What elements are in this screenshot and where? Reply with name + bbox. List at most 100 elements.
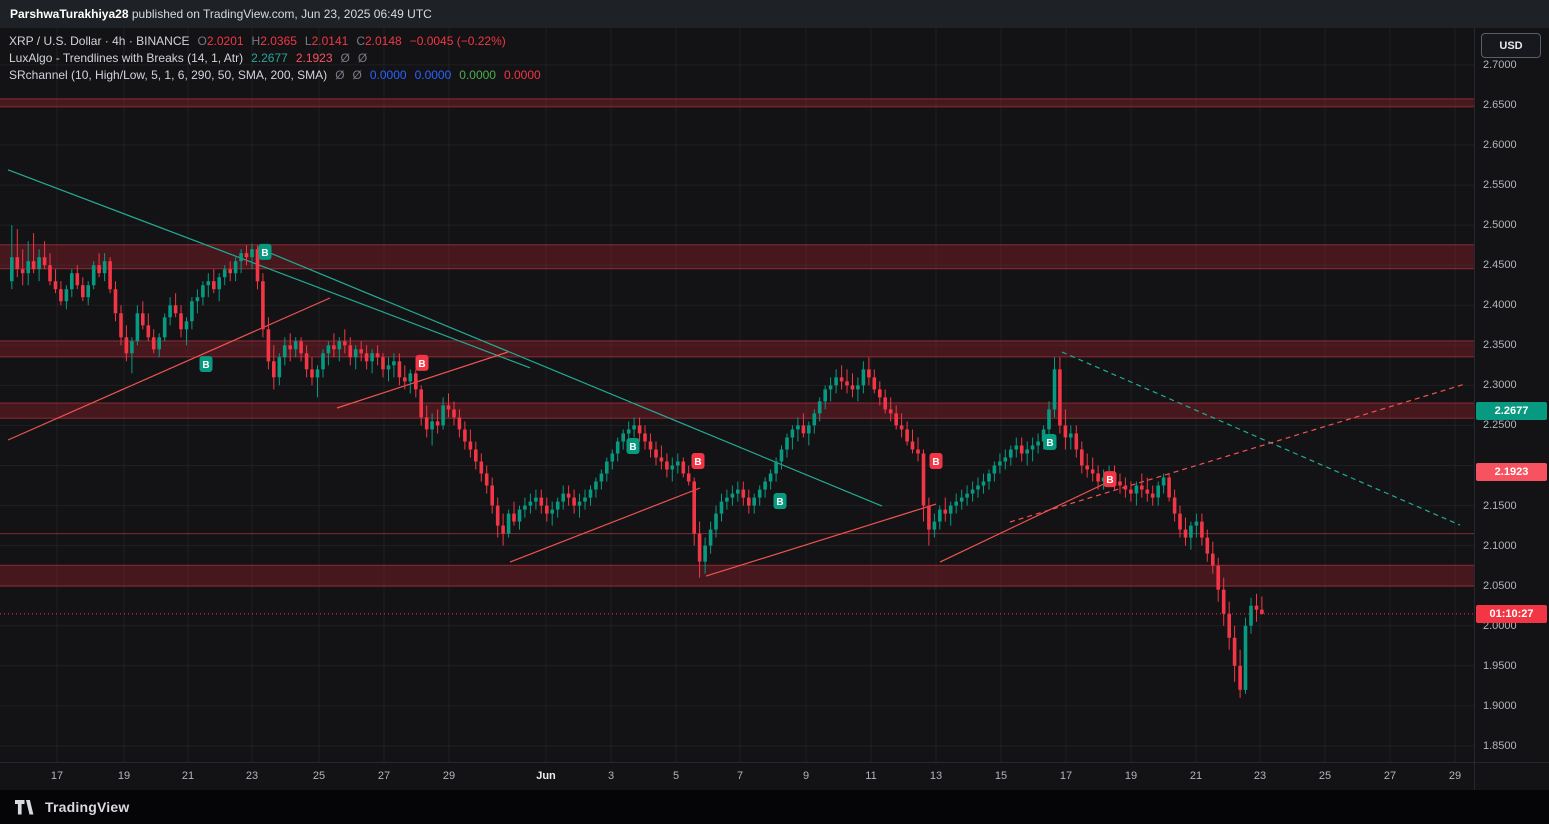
svg-text:B: B (932, 457, 939, 468)
time-axis-label: 19 (1124, 770, 1138, 782)
time-axis-label: 19 (117, 770, 131, 782)
price-axis-label: 2.4000 (1483, 299, 1517, 311)
time-axis-label: 21 (181, 770, 195, 782)
break-markers-layer: B B B B B B B B B (199, 243, 1117, 509)
price-axis-label: 2.5500 (1483, 179, 1517, 191)
time-axis-label: 25 (312, 770, 326, 782)
time-axis-label: 27 (1383, 770, 1397, 782)
legend-token: O (197, 34, 207, 48)
time-axis-label: 29 (442, 770, 456, 782)
break-marker-down (929, 453, 943, 469)
indicator-lower-price-badge: 2.1923 (1476, 463, 1547, 481)
legend-row-1: XRP / U.S. Dollar · 4h · BINANCE O2.0201 H… (9, 33, 541, 50)
legend-token: 0.0000 (503, 68, 541, 82)
legend-token: SRchannel (10, High/Low, 5, 1, 6, 290, 5… (9, 68, 328, 82)
footer-bar: TradingView (0, 790, 1549, 824)
time-axis-label: 23 (245, 770, 259, 782)
legend-token: Ø (340, 51, 350, 65)
time-axis-label: 17 (1059, 770, 1073, 782)
time-axis-label: 11 (865, 770, 877, 782)
legend-token: 0.0000 (459, 68, 496, 82)
svg-text:B: B (1046, 438, 1053, 449)
break-marker-up (199, 356, 213, 372)
tradingview-logo-icon[interactable] (15, 799, 37, 815)
price-axis[interactable]: USD 2.7000 2.6500 2.6000 2.5500 2.5000 2.4500… (1474, 28, 1549, 762)
price-axis-label: 2.6000 (1483, 139, 1517, 151)
price-axis-label: 2.1000 (1483, 540, 1517, 552)
price-axis-label: 1.8500 (1483, 740, 1517, 752)
svg-text:B: B (776, 497, 783, 508)
price-axis-label: 2.2500 (1483, 419, 1517, 431)
time-axis-label: 5 (672, 770, 680, 782)
bar-countdown-badge: 01:10:27 (1476, 605, 1547, 623)
legend-token: Ø (352, 68, 362, 82)
svg-text:B: B (418, 359, 425, 370)
time-axis[interactable]: 17 19 21 23 25 27 29 Jun 3 5 7 9 11 13 15 17 19 21 23 25 27 2… (0, 762, 1474, 790)
price-axis-label: 1.9500 (1483, 660, 1517, 672)
time-axis-label: 23 (1253, 770, 1267, 782)
publish-info: published on TradingView.com, Jun 23, 20… (128, 7, 432, 21)
legend-token: L (304, 34, 312, 48)
price-axis-label: 2.5000 (1483, 219, 1517, 231)
legend-token: C (356, 34, 365, 48)
time-axis-label: 25 (1318, 770, 1332, 782)
legend-row-2: LuxAlgo - Trendlines with Breaks (14, 1,… (9, 50, 541, 67)
legend-token: XRP / U.S. Dollar · 4h · BINANCE (9, 34, 190, 48)
price-axis-label: 1.9000 (1483, 700, 1517, 712)
grid-layer (0, 28, 1474, 762)
tradingview-logo-text[interactable]: TradingView (45, 799, 130, 815)
legend-token: 2.0148 (364, 34, 402, 48)
chart-legend: XRP / U.S. Dollar · 4h · BINANCE O2.0201 H… (9, 33, 541, 84)
sr-zones-layer (0, 98, 1474, 587)
price-axis-label: 2.7000 (1483, 59, 1517, 71)
svg-text:B: B (629, 442, 636, 453)
time-axis-label: Jun (536, 770, 556, 782)
break-marker-up (1043, 434, 1057, 450)
axis-corner (1474, 762, 1549, 790)
price-axis-label: 2.0500 (1483, 580, 1517, 592)
legend-token: Ø (335, 68, 345, 82)
legend-token: 2.0365 (260, 34, 297, 48)
time-axis-label: 7 (736, 770, 744, 782)
price-axis-label: 2.3500 (1483, 339, 1517, 351)
legend-token: 0.0000 (369, 68, 407, 82)
svg-text:B: B (1106, 475, 1113, 486)
indicator-upper-price-badge: 2.2677 (1476, 402, 1547, 420)
svg-text:B: B (202, 360, 209, 371)
legend-token: H (251, 34, 261, 48)
time-axis-label: 17 (50, 770, 64, 782)
price-axis-label: 2.0000 (1483, 620, 1517, 632)
time-axis-label: 15 (994, 770, 1008, 782)
currency-toggle-button[interactable]: USD (1481, 33, 1541, 58)
legend-token: LuxAlgo - Trendlines with Breaks (14, 1,… (9, 51, 244, 65)
svg-text:B: B (261, 248, 268, 259)
price-axis-label: 2.4500 (1483, 259, 1517, 271)
time-axis-label: 9 (802, 770, 810, 782)
price-axis-label: 2.1500 (1483, 500, 1517, 512)
time-axis-label: 21 (1189, 770, 1203, 782)
publish-bar: ParshwaTurakhiya28 published on TradingV… (0, 0, 1549, 28)
legend-token: 2.1923 (295, 51, 333, 65)
price-axis-label: 2.3000 (1483, 379, 1517, 391)
break-marker-up (258, 243, 272, 260)
time-axis-label: 13 (929, 770, 943, 782)
legend-token: 0.0000 (414, 68, 452, 82)
legend-row-3: SRchannel (10, High/Low, 5, 1, 6, 290, 5… (9, 67, 541, 84)
break-marker-down (415, 354, 429, 371)
price-chart-canvas[interactable]: B B B B B B B B B (0, 28, 1474, 762)
break-marker-up (773, 493, 787, 509)
candles-layer[interactable] (10, 225, 1264, 698)
legend-token: 2.0141 (311, 34, 349, 48)
plot-area[interactable]: B B B B B B B B B XRP / U.S. Dollar · 4h · BINAN… (0, 28, 1474, 762)
price-axis-label: 2.6500 (1483, 99, 1517, 111)
time-axis-label: 27 (377, 770, 391, 782)
legend-token: 2.2677 (251, 51, 288, 65)
break-marker-up (626, 438, 640, 454)
publish-author: ParshwaTurakhiya28 (10, 7, 129, 21)
time-axis-label: 29 (1448, 770, 1462, 782)
legend-token: 2.0201 (206, 34, 244, 48)
time-axis-label: 3 (607, 770, 615, 782)
break-marker-down (691, 453, 705, 469)
legend-token: −0.0045 (−0.22%) (409, 34, 506, 48)
break-marker-down (1103, 471, 1117, 488)
